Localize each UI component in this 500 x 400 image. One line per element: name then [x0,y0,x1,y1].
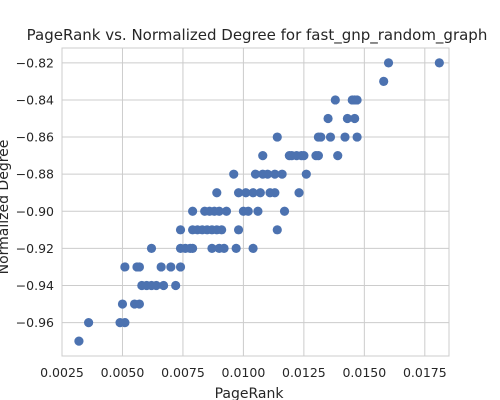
data-point [212,188,222,198]
x-tick-label: 0.0025 [40,365,84,380]
data-point [330,95,340,105]
y-tick-label: −0.86 [16,130,54,145]
data-point [214,206,224,216]
data-point [379,76,389,86]
y-tick-label: −0.88 [16,167,54,182]
data-point [233,188,244,198]
data-point [146,243,157,253]
data-point [294,188,304,198]
y-tick-label: −0.84 [16,92,54,107]
y-axis-label: Normalized Degree [0,140,12,275]
data-point [248,243,258,253]
data-point [342,113,353,124]
data-point [188,206,198,216]
data-point [352,132,362,142]
data-point [207,243,217,253]
data-point [248,188,258,198]
x-tick-label: 0.0075 [161,365,205,380]
data-point [258,151,268,161]
data-point [171,280,181,291]
x-tick-label: 0.0050 [101,365,145,380]
chart-title: PageRank vs. Normalized Degree for fast_… [27,26,488,45]
data-point [84,318,94,328]
data-point [325,132,336,142]
data-point [221,206,232,216]
y-tick-label: −0.82 [16,55,54,70]
y-tick-label: −0.92 [16,241,54,256]
data-point [383,58,394,68]
data-point [175,262,186,272]
data-points [74,58,444,346]
data-point [279,206,290,216]
y-tick-label: −0.96 [16,315,54,330]
data-point [323,113,333,124]
data-point [340,132,350,142]
data-point [188,243,198,253]
data-point [313,151,323,161]
data-point [231,243,241,253]
data-point [270,169,280,179]
data-point [134,262,144,272]
data-point [156,262,166,272]
data-point [270,188,280,198]
data-point [316,132,326,142]
data-point [74,336,84,346]
x-tick-label: 0.0150 [342,365,386,380]
data-point [350,113,360,124]
data-point [299,151,309,161]
data-point [241,188,251,198]
data-point [120,262,130,272]
x-tick-label: 0.0125 [282,365,326,380]
data-point [120,318,130,328]
y-tick-labels: −0.96 −0.94 −0.92 −0.90 −0.88 −0.86 −0.84 −0.82 [16,55,54,330]
data-point [352,95,362,105]
data-point [434,58,444,68]
x-axis-label: PageRank [215,386,285,400]
data-point [301,169,311,179]
data-point [219,243,229,253]
data-point [272,225,282,235]
data-point [158,280,169,291]
plot-frame [61,47,450,357]
data-point [134,299,144,309]
y-tick-label: −0.94 [16,278,54,293]
data-point [243,206,253,216]
x-tick-label: 0.0175 [403,365,447,380]
data-point [117,299,128,309]
y-tick-label: −0.90 [16,204,54,219]
data-point [217,225,227,235]
data-point [229,169,239,179]
x-tick-labels: 0.0025 0.0050 0.0075 0.0100 0.0125 0.0150 0.01… [40,365,447,380]
data-point [166,262,176,272]
data-point [250,169,261,179]
data-point [333,151,343,161]
data-point [255,188,265,198]
data-point [262,169,273,179]
data-point [277,169,287,179]
data-point [233,225,244,235]
data-point [151,280,161,291]
x-tick-label: 0.0100 [222,365,266,380]
data-point [175,225,186,235]
data-point [253,206,263,216]
data-point [272,132,282,142]
